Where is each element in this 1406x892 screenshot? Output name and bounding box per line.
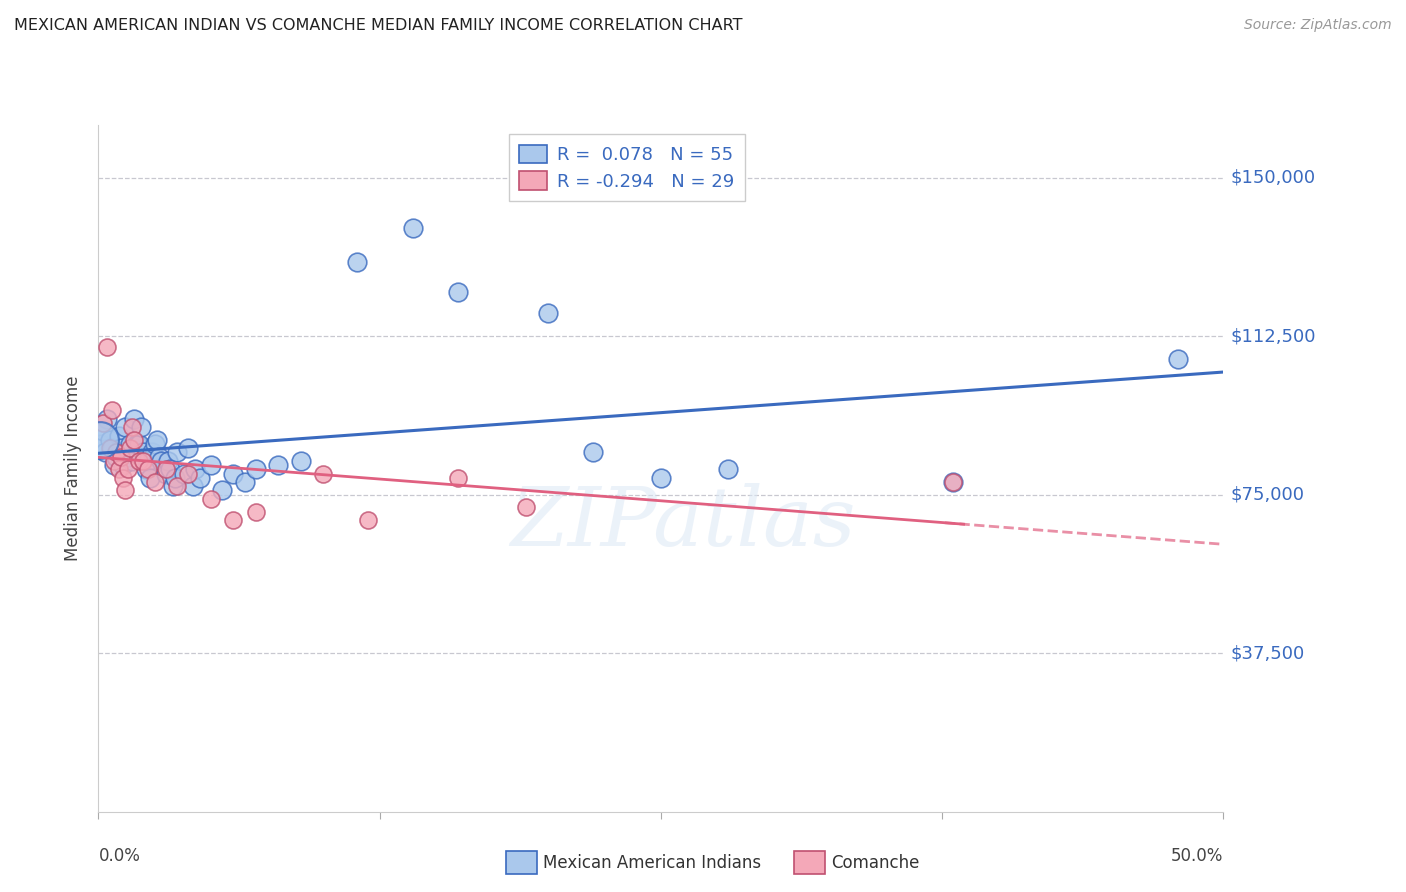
Point: [118, 441, 141, 455]
Point: [110, 450, 132, 464]
Point: [98, 433, 121, 447]
Point: [89, 433, 111, 447]
Point: [132, 454, 155, 468]
Point: [1167, 352, 1189, 367]
Point: [233, 475, 256, 489]
Point: [121, 420, 143, 434]
Point: [91, 416, 114, 430]
Point: [105, 445, 128, 459]
Point: [150, 454, 173, 468]
Point: [162, 479, 184, 493]
Point: [98, 441, 121, 455]
Point: [125, 437, 148, 451]
Point: [118, 437, 141, 451]
Point: [112, 458, 135, 472]
Point: [94, 445, 117, 459]
Point: [105, 450, 128, 464]
Point: [91, 425, 114, 439]
Point: [357, 513, 380, 527]
Point: [312, 467, 335, 481]
Point: [96, 340, 118, 354]
Point: [139, 471, 162, 485]
Point: [132, 445, 155, 459]
Point: [245, 462, 267, 476]
Point: [166, 479, 188, 493]
Point: [90, 437, 112, 451]
Point: [177, 467, 200, 481]
Point: [103, 458, 125, 472]
Point: [447, 285, 470, 299]
Point: [101, 403, 124, 417]
Point: [200, 458, 222, 472]
Point: [135, 462, 157, 476]
Point: [101, 441, 124, 455]
Point: [136, 454, 159, 468]
Point: [267, 458, 290, 472]
Point: [942, 475, 965, 489]
Text: 0.0%: 0.0%: [98, 847, 141, 865]
Point: [155, 462, 177, 476]
Point: [155, 467, 177, 481]
Point: [143, 437, 166, 451]
Point: [200, 491, 222, 506]
Point: [107, 462, 129, 476]
Point: [128, 437, 150, 451]
Point: [177, 441, 200, 455]
Point: [515, 500, 537, 515]
Point: [128, 454, 150, 468]
Point: [942, 475, 965, 489]
Text: Comanche: Comanche: [831, 854, 920, 871]
Point: [117, 462, 139, 476]
Point: [211, 483, 233, 498]
Point: [181, 479, 204, 493]
Point: [96, 411, 118, 425]
Point: [107, 428, 129, 442]
Point: [141, 445, 163, 459]
Point: [184, 462, 207, 476]
Point: [129, 420, 152, 434]
Point: [222, 467, 245, 481]
Point: [582, 445, 605, 459]
Text: Source: ZipAtlas.com: Source: ZipAtlas.com: [1244, 18, 1392, 32]
Point: [114, 420, 136, 434]
Point: [245, 505, 267, 519]
Point: [650, 471, 672, 485]
Point: [148, 450, 170, 464]
Point: [121, 454, 143, 468]
Point: [188, 471, 211, 485]
Legend: R =  0.078   N = 55, R = -0.294   N = 29: R = 0.078 N = 55, R = -0.294 N = 29: [509, 134, 745, 202]
Point: [112, 471, 135, 485]
Y-axis label: Median Family Income: Median Family Income: [65, 376, 83, 561]
Point: [117, 450, 139, 464]
Point: [537, 306, 560, 320]
Text: MEXICAN AMERICAN INDIAN VS COMANCHE MEDIAN FAMILY INCOME CORRELATION CHART: MEXICAN AMERICAN INDIAN VS COMANCHE MEDI…: [14, 18, 742, 33]
Text: Mexican American Indians: Mexican American Indians: [543, 854, 761, 871]
Point: [173, 467, 195, 481]
Point: [143, 475, 166, 489]
Point: [402, 221, 425, 235]
Point: [346, 255, 368, 269]
Point: [717, 462, 740, 476]
Text: $75,000: $75,000: [1230, 486, 1305, 504]
Text: ZIPatlas: ZIPatlas: [510, 483, 856, 563]
Text: 50.0%: 50.0%: [1171, 847, 1223, 865]
Point: [136, 462, 159, 476]
Point: [124, 411, 146, 425]
Point: [146, 433, 169, 447]
Point: [290, 454, 312, 468]
Text: $112,500: $112,500: [1230, 327, 1316, 345]
Point: [157, 454, 180, 468]
Point: [124, 433, 146, 447]
Point: [163, 471, 186, 485]
Text: $37,500: $37,500: [1230, 644, 1305, 662]
Point: [103, 454, 125, 468]
Point: [110, 441, 132, 455]
Point: [166, 445, 188, 459]
Point: [222, 513, 245, 527]
Text: $150,000: $150,000: [1230, 169, 1316, 186]
Point: [447, 471, 470, 485]
Point: [159, 462, 181, 476]
Point: [114, 483, 136, 498]
